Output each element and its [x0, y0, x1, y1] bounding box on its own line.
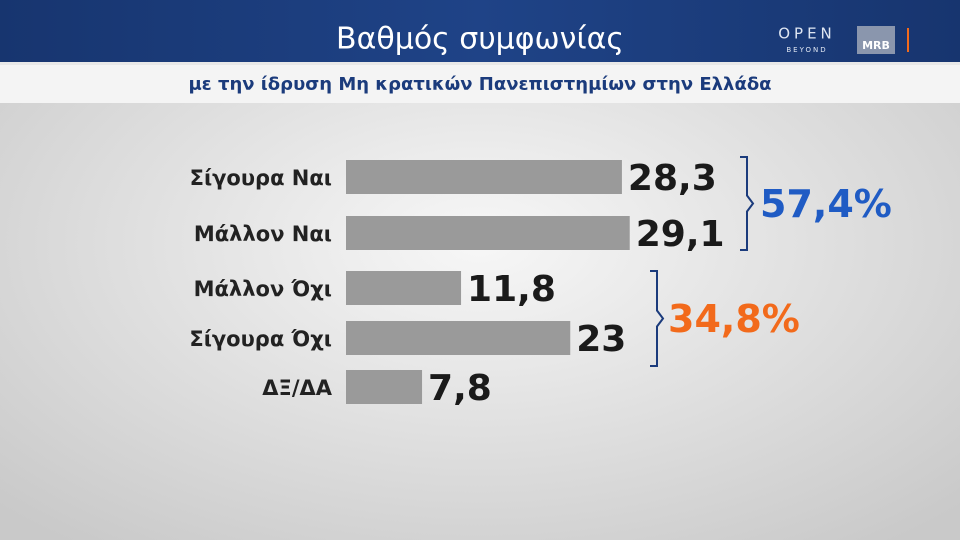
- group-bracket: [650, 270, 665, 367]
- logo-divider: [907, 28, 909, 52]
- bar: [346, 160, 622, 194]
- category-label: Σίγουρα Όχι: [189, 327, 332, 351]
- value-label: 23: [576, 319, 626, 360]
- value-label: 11,8: [467, 269, 556, 310]
- category-label: Μάλλον Ναι: [194, 222, 332, 246]
- group-total: 34,8%: [668, 297, 800, 341]
- pollster-logo-box: [857, 26, 895, 54]
- group-bracket: [740, 156, 755, 251]
- category-label: ΔΞ/ΔΑ: [262, 376, 332, 400]
- header-band: [0, 0, 960, 62]
- bar: [346, 321, 571, 355]
- bar: [346, 271, 462, 305]
- bar: [346, 370, 423, 404]
- subtitle-band: [0, 65, 960, 103]
- value-label: 7,8: [428, 368, 492, 409]
- channel-logo: OPEN: [778, 25, 836, 43]
- chart-title: Βαθμός συμφωνίας: [336, 22, 624, 57]
- value-label: 28,3: [628, 158, 717, 199]
- category-label: Μάλλον Όχι: [194, 277, 332, 301]
- pollster-logo: MRB: [862, 39, 890, 52]
- bar: [346, 216, 630, 250]
- chart-subtitle: με την ίδρυση Μη κρατικών Πανεπιστημίων …: [188, 74, 771, 95]
- category-label: Σίγουρα Ναι: [190, 166, 332, 190]
- value-label: 29,1: [636, 214, 725, 255]
- group-total: 57,4%: [760, 182, 892, 226]
- header-rule: [0, 62, 960, 65]
- channel-logo-sub: BEYOND: [786, 46, 827, 54]
